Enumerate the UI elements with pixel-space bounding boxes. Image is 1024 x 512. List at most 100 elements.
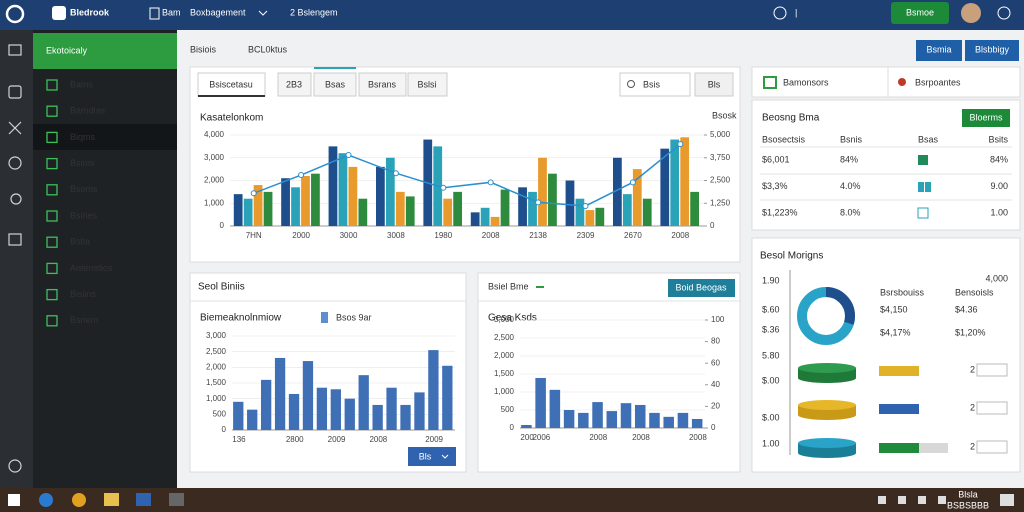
metric-bar — [879, 366, 919, 376]
bar — [243, 198, 253, 226]
y2-tick-label: 1,250 — [710, 198, 731, 207]
tab-label[interactable]: Bslsi — [417, 79, 436, 89]
axis-title: Bsosk — [712, 110, 737, 120]
menu-item[interactable]: Bsiries — [70, 210, 98, 220]
app-icon[interactable] — [39, 493, 53, 507]
header-button[interactable] — [916, 40, 962, 61]
tab-label[interactable]: Bsiscetasu — [209, 79, 253, 89]
nav-item[interactable]: Bam — [162, 7, 181, 17]
app-icon[interactable] — [136, 493, 151, 506]
line-point — [677, 141, 684, 148]
bar — [338, 153, 348, 226]
menu-item[interactable]: Bisiins — [70, 289, 97, 299]
menu-item[interactable]: Bstia — [70, 237, 90, 247]
action-label[interactable]: Bsmoe — [906, 7, 934, 17]
metrics-axis-label: 5.80 — [762, 350, 780, 360]
bar — [660, 148, 670, 226]
bar — [263, 191, 273, 226]
bar — [330, 389, 341, 430]
app-icon[interactable] — [104, 493, 119, 506]
x-tick-label: 136 — [232, 435, 246, 444]
rail-icon[interactable] — [8, 459, 22, 473]
chart-title: Kasatelonkom — [200, 113, 263, 124]
button-label[interactable]: Boid Beogas — [675, 282, 727, 292]
app-icon[interactable] — [169, 493, 184, 506]
y-tick-label: 1,500 — [206, 378, 227, 387]
sales-button[interactable] — [408, 447, 456, 466]
metric-change: $1,20% — [955, 327, 986, 337]
link-label[interactable]: Bsrpoantes — [915, 77, 961, 87]
cylinder-base — [798, 448, 856, 458]
nav-item[interactable]: 2 Bslengem — [290, 7, 338, 17]
menu-icon — [46, 79, 58, 91]
link-icon — [763, 76, 777, 89]
menu-item[interactable]: Bamdlas — [70, 106, 106, 116]
button-label[interactable]: Blsbbigy — [975, 44, 1010, 54]
count-box[interactable] — [976, 401, 1008, 415]
y-tick-label: 1,000 — [206, 394, 227, 403]
tray-icon[interactable] — [878, 496, 886, 504]
tab[interactable] — [277, 72, 312, 97]
header-button[interactable] — [965, 40, 1019, 61]
tray-icon[interactable] — [918, 496, 926, 504]
y2-tick-label: 20 — [711, 402, 720, 411]
search-text[interactable]: Bsis — [643, 79, 661, 89]
logo — [5, 4, 25, 24]
y2-tick-label: 80 — [711, 337, 720, 346]
search-button-label[interactable]: Bls — [708, 79, 721, 89]
rail-icon[interactable] — [8, 44, 22, 56]
rail-icon[interactable] — [8, 156, 22, 170]
x-tick-label: 2009 — [425, 435, 443, 444]
menu-icon — [46, 184, 58, 196]
table-title: Beosng Bma — [762, 113, 820, 124]
search-box[interactable] — [619, 72, 691, 97]
tray-icon[interactable] — [898, 496, 906, 504]
x-tick-label: 2000 — [292, 231, 310, 240]
button-label[interactable]: Bls — [419, 451, 432, 461]
menu-item[interactable]: Antemdios — [70, 263, 113, 273]
bar — [690, 191, 700, 226]
settings-icon[interactable] — [997, 6, 1011, 20]
search-button[interactable] — [694, 72, 734, 97]
rail-icon[interactable] — [10, 193, 22, 205]
side-button[interactable] — [668, 279, 735, 297]
menu-item[interactable]: Bsoms — [70, 184, 98, 194]
action-button[interactable] — [891, 2, 949, 24]
cylinders — [798, 363, 856, 458]
menu-item[interactable]: Bsriem — [70, 315, 98, 325]
notifications[interactable] — [1000, 494, 1014, 506]
tab[interactable] — [407, 72, 448, 97]
menu-item[interactable]: Bams — [70, 79, 94, 89]
help-icon[interactable] — [773, 6, 787, 20]
avatar[interactable] — [961, 3, 981, 23]
menu-item[interactable]: Biqms — [70, 132, 96, 142]
app-icon[interactable] — [72, 493, 86, 507]
y-tick-label: 500 — [213, 409, 227, 418]
tab-label[interactable]: 2B3 — [286, 79, 302, 89]
table-button[interactable] — [962, 109, 1010, 127]
count-box[interactable] — [976, 440, 1008, 454]
menu-icon — [46, 157, 58, 170]
tab-label[interactable]: Bsrans — [368, 79, 397, 89]
page-subtitle: BCL0ktus — [248, 44, 288, 54]
count-box[interactable] — [976, 363, 1008, 377]
rail-icon[interactable] — [8, 121, 22, 135]
menu-icon — [46, 315, 58, 327]
bar — [606, 411, 618, 428]
tray-icon[interactable] — [938, 496, 946, 504]
rail-icon[interactable] — [8, 85, 22, 99]
button-label[interactable]: Bloerms — [969, 112, 1003, 122]
tab[interactable] — [313, 72, 357, 97]
button-label[interactable]: Bsmia — [926, 44, 951, 54]
link-label[interactable]: Bamonsors — [783, 77, 829, 87]
tab[interactable] — [358, 72, 407, 97]
nav-item[interactable]: Boxbagement — [190, 7, 246, 17]
rail-icon[interactable] — [8, 233, 22, 246]
start-button[interactable] — [8, 494, 20, 506]
sidebar-active — [33, 124, 177, 150]
sidebar-title: Ekotoicaly — [46, 45, 88, 55]
tab-label[interactable]: Bsas — [325, 79, 346, 89]
chart-title: Gesa Ksds — [488, 313, 537, 324]
y-tick-label: 2,000 — [206, 362, 227, 371]
menu-item[interactable]: Bsims — [70, 158, 95, 168]
